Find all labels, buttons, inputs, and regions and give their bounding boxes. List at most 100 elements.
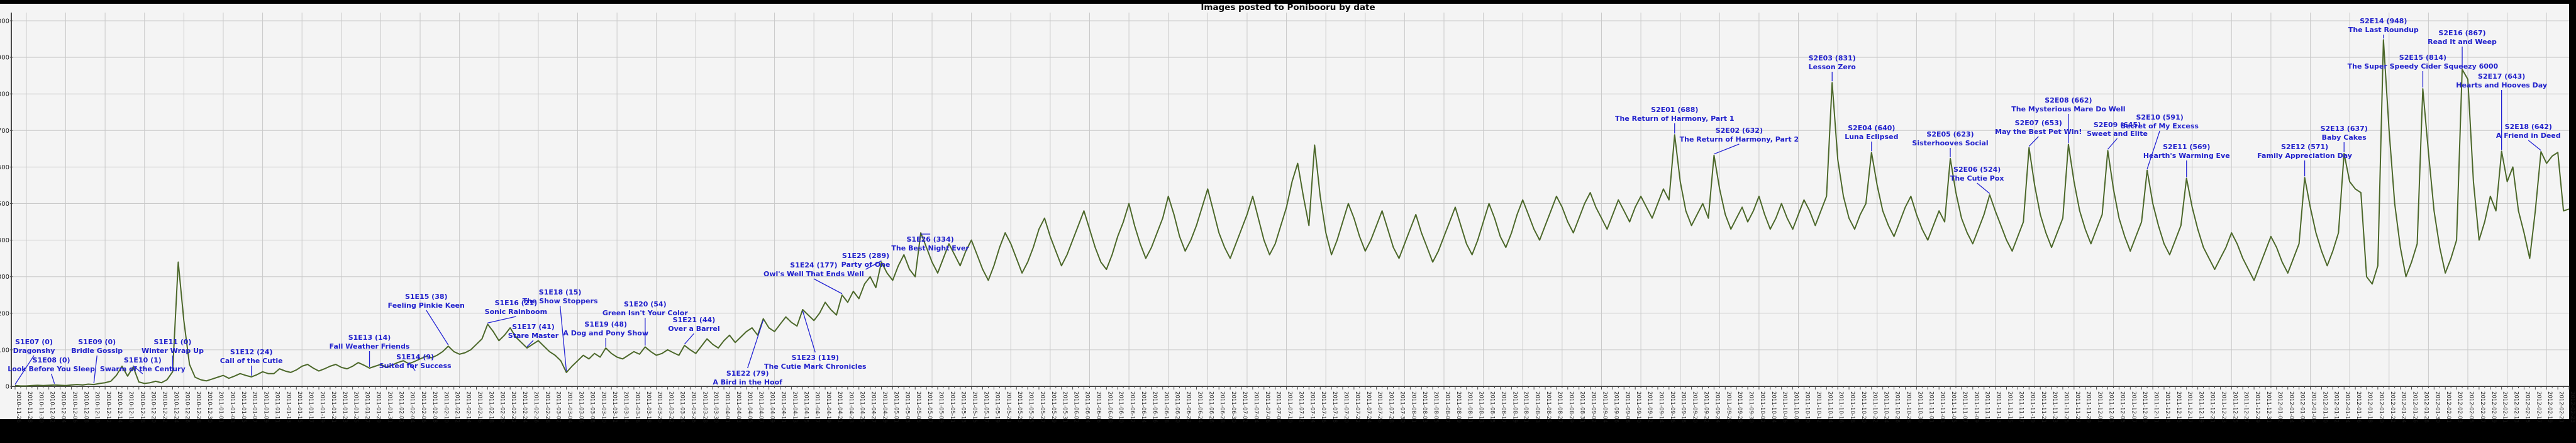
x-axis-tick-label: 2011-06-24 [1196,391,1202,423]
x-axis-tick-label: 2011-11-21 [2040,391,2046,423]
x-axis-tick-label: 2010-12-04 [60,391,67,423]
annotation-title-label: A Bird in the Hoof [713,378,782,386]
x-axis-tick-label: 2011-10-26 [1894,391,1901,423]
x-axis-tick-label: 2011-07-14 [1309,391,1315,423]
x-axis-tick-label: 2011-08-13 [1478,391,1484,423]
x-axis-tick-label: 2011-04-07 [758,391,764,423]
x-axis-tick-label: 2011-12-27 [2243,391,2249,423]
x-axis-tick-label: 2010-12-26 [184,391,190,423]
x-axis-tick-label: 2011-03-26 [690,391,696,423]
x-axis-tick-label: 2012-02-15 [2524,391,2530,423]
annotation-title-label: The Return of Harmony, Part 2 [1680,135,1799,143]
x-axis-tick-label: 2011-06-04 [1084,391,1091,423]
x-axis-tick-label: 2011-08-17 [1500,391,1506,423]
x-axis-tick-label: 2011-10-12 [1815,391,1821,423]
x-axis-tick-label: 2011-11-11 [1984,391,1990,423]
annotation-episode-label: S2E15 (814) [2399,53,2446,62]
x-axis-tick-label: 2011-04-13 [791,391,797,423]
x-axis-tick-label: 2011-11-07 [1962,391,1968,423]
x-axis-tick-label: 2011-11-03 [1939,391,1945,423]
x-axis-tick-label: 2012-01-06 [2299,391,2306,423]
x-axis-tick-label: 2011-07-06 [1264,391,1270,423]
x-axis-tick-label: 2011-07-10 [1287,391,1293,423]
y-axis-tick-label: 900 [0,55,9,62]
x-axis-tick-label: 2011-05-23 [1016,391,1023,423]
x-axis-tick-label: 2011-01-05 [240,391,247,423]
x-axis-tick-label: 2011-07-18 [1331,391,1338,423]
x-axis-tick-label: 2011-07-30 [1399,391,1405,423]
x-axis-tick-label: 2011-11-27 [2074,391,2080,423]
annotation-episode-label: S1E08 (0) [33,356,70,364]
x-axis-tick-label: 2011-01-01 [218,391,224,423]
x-axis-tick-label: 2011-04-29 [882,391,888,423]
x-axis-tick-label: 2011-12-29 [2254,391,2260,423]
annotation-episode-label: S1E09 (0) [78,338,116,346]
x-axis-tick-label: 2011-06-12 [1129,391,1135,423]
x-axis-tick-label: 2011-09-24 [1714,391,1720,423]
x-axis-tick-label: 2011-09-10 [1635,391,1641,423]
annotation-episode-label: S1E20 (54) [624,300,667,308]
x-axis-tick-label: 2011-11-19 [2029,391,2035,423]
x-axis-tick-label: 2011-06-26 [1208,391,1214,423]
x-axis-tick-label: 2011-10-24 [1883,391,1889,423]
x-axis-tick-label: 2011-01-31 [386,391,392,423]
x-axis-tick-label: 2011-01-11 [274,391,280,423]
x-axis-tick-label: 2011-10-08 [1793,391,1799,423]
x-axis-tick-label: 2011-06-22 [1185,391,1192,423]
y-axis-tick-label: 100 [0,347,9,354]
annotation-title-label: The Cutie Mark Chronicles [764,362,867,371]
x-axis-tick-label: 2011-12-13 [2164,391,2170,423]
x-axis-tick-label: 2011-10-30 [1916,391,1923,423]
x-axis-tick-label: 2012-02-05 [2468,391,2474,423]
annotation-episode-label: S2E17 (643) [2478,72,2525,81]
annotation-episode-label: S1E13 (14) [348,334,391,342]
x-axis-tick-label: 2011-12-07 [2130,391,2136,423]
x-axis-tick-label: 2012-01-02 [2277,391,2283,423]
x-axis-tick-label: 2011-10-16 [1838,391,1844,423]
x-axis-tick-label: 2011-02-14 [465,391,472,423]
x-axis-tick-label: 2011-02-10 [443,391,449,423]
annotation-title-label: The Show Stoppers [523,297,598,305]
annotation-episode-label: S1E22 (79) [726,369,769,378]
x-axis-tick-label: 2011-12-05 [2119,391,2125,423]
annotation-episode-label: S2E16 (867) [2438,29,2485,37]
x-axis-tick-label: 2011-10-20 [1860,391,1867,423]
x-axis-tick-label: 2011-04-25 [859,391,865,423]
x-axis-tick-label: 2012-02-11 [2502,391,2508,423]
chart-title: Images posted to Ponibooru by date [1201,3,1375,13]
x-axis-tick-label: 2010-12-02 [49,391,55,423]
x-axis-tick-label: 2010-11-26 [15,391,21,423]
annotation-episode-label: S1E25 (289) [842,252,889,260]
x-axis-tick-label: 2011-08-01 [1410,391,1416,423]
x-axis-tick-label: 2011-09-16 [1669,391,1675,423]
x-axis-tick-label: 2011-08-23 [1534,391,1540,423]
x-axis-tick-label: 2011-05-29 [1050,391,1057,423]
x-axis-tick-label: 2011-12-31 [2265,391,2272,423]
x-axis-tick-label: 2011-05-31 [1062,391,1068,423]
x-axis-tick-label: 2011-01-27 [364,391,370,423]
x-axis-tick-label: 2010-12-16 [128,391,134,423]
x-axis-tick-label: 2011-08-31 [1579,391,1585,423]
x-axis-tick-label: 2011-11-17 [2018,391,2024,423]
x-axis-tick-label: 2011-08-15 [1489,391,1496,423]
x-axis-tick-label: 2011-06-28 [1219,391,1225,423]
annotation-episode-label: S2E13 (637) [2321,125,2368,133]
x-axis-tick-label: 2011-09-02 [1591,391,1597,423]
x-axis-tick-label: 2012-01-18 [2367,391,2373,423]
annotation-episode-label: S1E15 (38) [405,293,448,301]
x-axis-tick-label: 2011-09-20 [1692,391,1698,423]
y-axis-tick-label: 700 [0,128,9,135]
x-axis-tick-label: 2011-01-13 [285,391,291,423]
x-axis-tick-label: 2011-03-08 [589,391,595,423]
x-axis-tick-label: 2011-04-19 [825,391,831,423]
x-axis-tick-label: 2011-02-04 [409,391,415,423]
annotation-title-label: Lesson Zero [1809,63,1857,71]
x-axis-tick-label: 2010-12-30 [206,391,213,423]
annotation-episode-label: S1E24 (177) [790,261,837,269]
x-axis-tick-label: 2012-01-22 [2389,391,2396,423]
x-axis-tick-label: 2012-02-23 [2569,391,2575,423]
x-axis-tick-label: 2011-05-05 [915,391,921,423]
x-axis-tick-label: 2011-09-22 [1702,391,1709,423]
